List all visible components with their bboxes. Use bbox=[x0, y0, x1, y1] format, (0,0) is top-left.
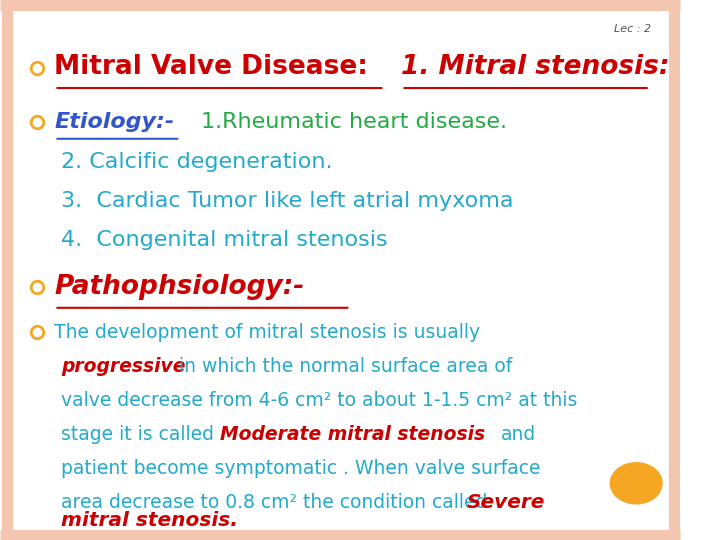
Text: progressive: progressive bbox=[61, 356, 186, 376]
Text: 4.  Congenital mitral stenosis: 4. Congenital mitral stenosis bbox=[61, 230, 388, 250]
Text: valve decrease from 4-6 cm² to about 1-1.5 cm² at this: valve decrease from 4-6 cm² to about 1-1… bbox=[61, 390, 577, 410]
Text: Pathophsiology:-: Pathophsiology:- bbox=[55, 274, 305, 300]
Text: Moderate mitral stenosis: Moderate mitral stenosis bbox=[220, 424, 485, 444]
Text: 2. Calcific degeneration.: 2. Calcific degeneration. bbox=[61, 152, 333, 172]
Text: 1.Rheumatic heart disease.: 1.Rheumatic heart disease. bbox=[201, 111, 507, 132]
Text: Lec : 2: Lec : 2 bbox=[614, 24, 652, 35]
Circle shape bbox=[611, 463, 662, 504]
Text: The development of mitral stenosis is usually: The development of mitral stenosis is us… bbox=[55, 322, 480, 342]
Text: patient become symptomatic . When valve surface: patient become symptomatic . When valve … bbox=[61, 458, 541, 478]
Text: Severe: Severe bbox=[467, 492, 545, 512]
Text: 1. Mitral stenosis:: 1. Mitral stenosis: bbox=[402, 55, 670, 80]
Text: Etiology:-: Etiology:- bbox=[55, 111, 174, 132]
Text: 3.  Cardiac Tumor like left atrial myxoma: 3. Cardiac Tumor like left atrial myxoma bbox=[61, 191, 514, 211]
Text: mitral stenosis.: mitral stenosis. bbox=[61, 511, 238, 530]
Text: stage it is called: stage it is called bbox=[61, 424, 220, 444]
Text: in which the normal surface area of: in which the normal surface area of bbox=[179, 356, 512, 376]
Text: and: and bbox=[501, 424, 536, 444]
Text: Mitral Valve Disease:: Mitral Valve Disease: bbox=[55, 55, 369, 80]
Text: area decrease to 0.8 cm² the condition called: area decrease to 0.8 cm² the condition c… bbox=[61, 492, 494, 512]
